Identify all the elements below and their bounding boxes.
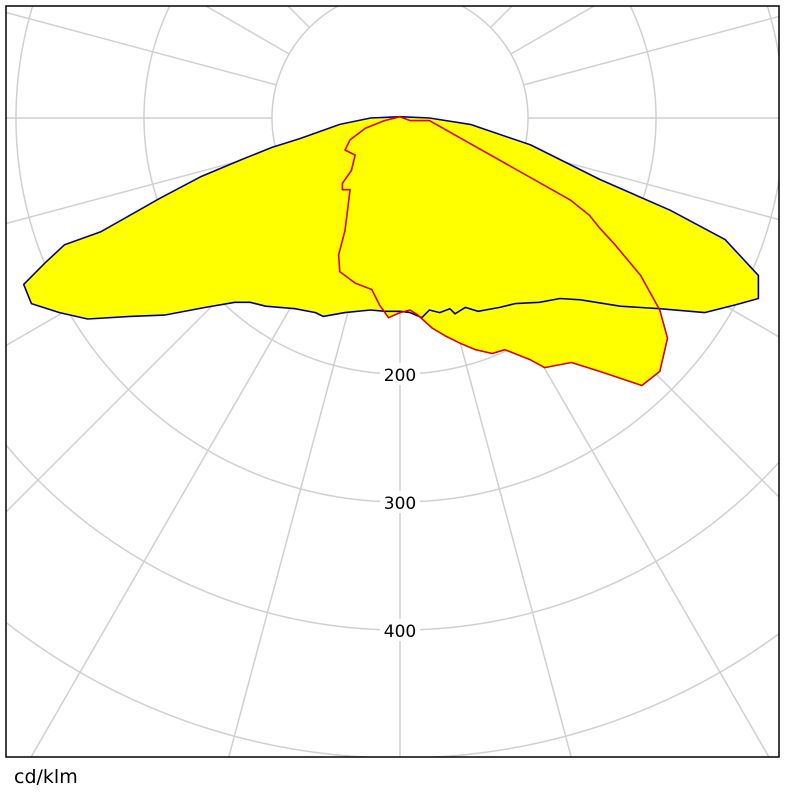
radial-tick-label: 400 bbox=[384, 622, 416, 642]
grid-circle-300 bbox=[766, 6, 779, 57]
grid-radial-line bbox=[489, 6, 513, 29]
intensity-curves bbox=[22, 115, 760, 387]
grid-radial-line bbox=[30, 228, 337, 757]
tick-label-bg bbox=[380, 619, 420, 641]
chart-frame bbox=[5, 5, 780, 758]
grid-circle-300 bbox=[400, 179, 779, 503]
polar-intensity-chart: 200 300 400 bbox=[5, 5, 780, 758]
radial-tick-labels: 200 300 400 bbox=[380, 363, 420, 642]
grid-radial-line bbox=[510, 6, 595, 55]
grid-circle-400 bbox=[400, 462, 779, 631]
grid-circle-500 bbox=[436, 633, 779, 757]
grid-circle-400 bbox=[6, 444, 400, 631]
grid-circle-300 bbox=[15, 6, 400, 503]
series-fill-1 bbox=[338, 116, 668, 386]
grid-circle-500 bbox=[6, 622, 364, 757]
unit-label: cd/klm bbox=[14, 766, 78, 788]
polar-grid bbox=[6, 6, 779, 757]
radial-tick-label: 200 bbox=[384, 366, 416, 386]
tick-label-bg bbox=[380, 363, 420, 385]
grid-radial-line bbox=[228, 241, 368, 757]
grid-radial-line bbox=[523, 15, 779, 86]
grid-radial-line bbox=[205, 6, 290, 55]
grid-radial-line bbox=[287, 6, 311, 29]
radial-tick-label: 300 bbox=[384, 494, 416, 514]
grid-radial-line bbox=[6, 11, 277, 86]
series-line-1 bbox=[337, 115, 669, 387]
tick-label-bg bbox=[380, 491, 420, 513]
